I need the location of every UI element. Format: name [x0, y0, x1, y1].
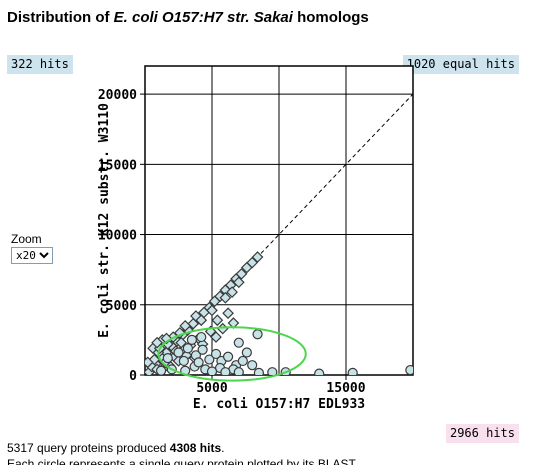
diamond-point[interactable] [226, 286, 238, 298]
circle-point[interactable] [178, 355, 189, 367]
title-prefix: Distribution of [7, 9, 114, 26]
diamond-point[interactable] [235, 268, 248, 280]
y-tick-label: 20000 [98, 88, 137, 103]
highlight-ellipse [157, 326, 307, 382]
y-tick-label: 5000 [106, 299, 137, 314]
circle-point[interactable] [233, 367, 244, 377]
summary-text: 5317 query proteins produced 4308 hits. [7, 441, 225, 455]
data-points [143, 251, 415, 378]
diamond-point[interactable] [219, 291, 232, 304]
page-title: Distribution of E. coli O157:H7 str. Sak… [7, 9, 369, 26]
circle-point[interactable] [204, 354, 215, 365]
zoom-control: Zoom x20 [11, 233, 53, 264]
circle-point[interactable] [233, 337, 244, 348]
summary-cutoff-line: Each circle represents a single query pr… [7, 458, 356, 465]
diamond-point[interactable] [251, 251, 264, 263]
y-axis-title: E. coli str. K12 substr. W3110 [97, 103, 112, 338]
equal-hits-count: 1020 equal hits [402, 55, 519, 74]
title-suffix: homologs [292, 9, 369, 26]
circle-point[interactable] [267, 367, 278, 377]
summary-end: . [221, 441, 225, 455]
lower-right-hits-count: 2966 hits [445, 424, 519, 443]
diamond-point[interactable] [175, 336, 188, 349]
circle-point[interactable] [182, 343, 193, 354]
circle-point[interactable] [196, 331, 207, 343]
circle-point[interactable] [405, 364, 415, 375]
circle-point[interactable] [222, 351, 234, 362]
circle-point[interactable] [314, 368, 325, 378]
circle-point[interactable] [197, 344, 208, 355]
circle-point[interactable] [206, 366, 218, 376]
circle-point[interactable] [193, 357, 204, 368]
upper-left-hits-count: 322 hits [7, 55, 73, 74]
y-tick-label: 15000 [98, 158, 137, 173]
diamond-point[interactable] [222, 307, 234, 320]
title-organism: E. coli O157:H7 str. Sakai [113, 9, 293, 26]
circle-point[interactable] [210, 348, 222, 360]
circle-point[interactable] [253, 367, 264, 377]
circle-point[interactable] [252, 329, 263, 340]
diamond-point[interactable] [232, 276, 245, 289]
diamond-point[interactable] [195, 314, 208, 327]
circle-point[interactable] [237, 355, 248, 367]
circle-point[interactable] [162, 353, 173, 364]
zoom-label: Zoom [11, 232, 42, 246]
x-tick-label: 5000 [196, 381, 227, 396]
diamond-point[interactable] [179, 319, 192, 332]
diamond-point[interactable] [206, 304, 218, 317]
circle-point[interactable] [347, 367, 358, 377]
circle-point[interactable] [173, 347, 184, 358]
x-tick-label: 15000 [326, 381, 365, 396]
y-tick-label: 10000 [98, 229, 137, 244]
diamond-point[interactable] [211, 314, 224, 327]
circle-point[interactable] [155, 365, 167, 375]
diamond-point[interactable] [246, 256, 259, 269]
diamond-point[interactable] [210, 331, 222, 343]
circle-point[interactable] [241, 347, 252, 358]
circle-point[interactable] [247, 360, 258, 371]
zoom-select[interactable]: x20 [11, 247, 53, 264]
circle-point[interactable] [186, 334, 197, 345]
summary-hit-count: 4308 hits [169, 441, 222, 455]
diamond-point[interactable] [151, 336, 163, 349]
diamond-point[interactable] [143, 356, 154, 369]
summary-intro: 5317 query proteins produced [7, 441, 170, 455]
y-tick-label: 0 [129, 369, 137, 384]
x-axis-title: E. coli O157:H7 EDL933 [193, 397, 365, 412]
circle-point[interactable] [220, 367, 231, 377]
